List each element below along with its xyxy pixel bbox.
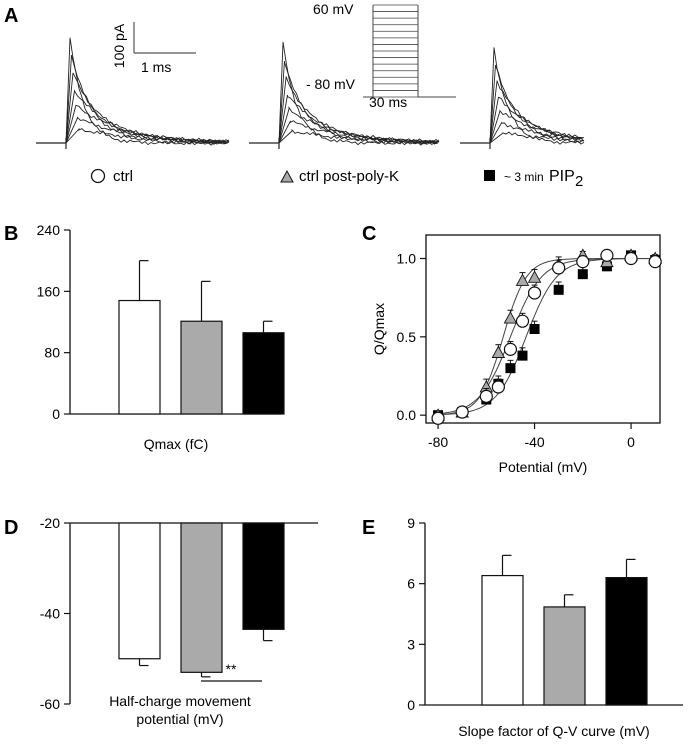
- data-point-circle: [515, 314, 530, 328]
- current-trace: [489, 121, 583, 144]
- data-point-square: [517, 350, 528, 361]
- y-tick-label: 3: [407, 636, 415, 652]
- current-trace: [489, 47, 585, 145]
- y-axis-title: Q/Qmax: [371, 303, 387, 355]
- data-point-circle: [503, 342, 518, 356]
- current-trace: [65, 116, 228, 144]
- data-point-triangle: [527, 270, 542, 283]
- panel-letter-d: D: [4, 517, 18, 539]
- protocol-bottom-label: - 80 mV: [306, 76, 356, 92]
- y-tick-label: 1.0: [397, 251, 417, 267]
- legend-ctrl: ctrl: [113, 168, 133, 185]
- y-tick-label: 6: [407, 576, 415, 592]
- x-axis-title-line2: potential (mV): [136, 711, 223, 727]
- fit-curve: [438, 258, 656, 416]
- x-axis-title: Potential (mV): [499, 459, 588, 475]
- y-tick-label: 0: [407, 697, 415, 713]
- significance-label: **: [226, 661, 237, 677]
- data-point-triangle: [491, 345, 506, 358]
- chart-b-qmax: 0 80 160 240 Qmax (fC): [37, 222, 285, 452]
- y-tick-label: -60: [40, 696, 60, 712]
- legend-circle-icon: [90, 168, 106, 184]
- bar: [242, 332, 285, 415]
- data-point-square: [529, 324, 540, 334]
- y-tick-label: 80: [44, 345, 60, 361]
- data-point-triangle: [503, 311, 518, 324]
- y-tick-label: 240: [37, 222, 61, 238]
- bar: [118, 522, 161, 660]
- bar: [481, 574, 524, 706]
- x-axis-title: Qmax (fC): [144, 436, 209, 452]
- data-point-circle: [455, 405, 469, 419]
- current-trace: [278, 60, 438, 146]
- panel-letter-e: E: [362, 517, 375, 539]
- current-traces: [36, 37, 585, 149]
- x-axis-title-line1: Half-charge movement: [109, 693, 251, 709]
- legend-square-icon: [484, 170, 495, 181]
- x-axis-title: Slope factor of Q-V curve (mV): [458, 723, 649, 739]
- y-tick-label: 0.0: [397, 407, 417, 423]
- legend-triangle-icon: [280, 169, 294, 183]
- data-point-square: [505, 363, 516, 374]
- panel-letter-b: B: [4, 223, 18, 245]
- chart-e-slope-factor: 0 3 6 9 Slope factor of Q-V curve (mV): [407, 515, 683, 739]
- x-tick-label: -40: [524, 434, 544, 450]
- legend-pip2-sub: 2: [575, 173, 583, 190]
- panel-letter-a: A: [4, 5, 18, 27]
- data-point-circle: [576, 255, 590, 269]
- legend-post-polyk: ctrl post-poly-K: [299, 168, 399, 185]
- y-tick-label: 160: [37, 283, 61, 299]
- scale-bar: 100 pA 1 ms: [111, 22, 196, 75]
- scale-time-label: 1 ms: [141, 59, 171, 75]
- y-tick-label: -20: [40, 515, 60, 531]
- bar: [242, 522, 285, 630]
- fit-curve: [438, 258, 656, 415]
- current-trace: [65, 37, 230, 146]
- bar: [543, 606, 586, 706]
- bar: [180, 320, 223, 415]
- chart-d-half-charge: -20 -40 -60 Half-charge movement potential (…: [40, 515, 318, 727]
- fit-curve: [438, 258, 656, 416]
- y-tick-label: 0: [52, 406, 60, 422]
- current-trace: [489, 131, 585, 144]
- current-trace: [278, 128, 440, 145]
- data-point-square: [553, 284, 564, 295]
- bar: [180, 522, 223, 673]
- data-point-circle: [552, 261, 566, 275]
- legend-pip2-prefix: ~ 3 min: [504, 170, 544, 184]
- bar: [118, 299, 161, 415]
- current-trace: [65, 54, 228, 146]
- chart-c-qv-curve: 0.0 0.5 1.0 -80 -40 0 Potential (mV) Q/Qmax: [371, 234, 662, 475]
- voltage-protocol: 60 mV - 80 mV 30 ms: [306, 1, 456, 110]
- legend: ctrl ctrl post-poly-K ~ 3 min PIP 2: [90, 168, 583, 190]
- legend-pip2-main: PIP: [549, 168, 575, 185]
- protocol-top-label: 60 mV: [313, 1, 354, 17]
- scale-current-label: 100 pA: [111, 23, 127, 68]
- data-point-circle: [479, 389, 493, 403]
- x-tick-label: 0: [627, 434, 635, 450]
- current-trace: [489, 109, 585, 144]
- y-tick-label: -40: [40, 606, 60, 622]
- protocol-time-label: 30 ms: [369, 94, 407, 110]
- data-point-circle: [491, 380, 505, 394]
- bar: [605, 576, 648, 706]
- current-trace: [65, 72, 230, 145]
- data-point-circle: [527, 286, 542, 300]
- x-tick-label: -80: [428, 434, 448, 450]
- y-tick-label: 9: [407, 515, 415, 531]
- data-point-circle: [431, 411, 445, 425]
- data-point-triangle: [515, 273, 530, 286]
- y-tick-label: 0.5: [397, 329, 417, 345]
- panel-letter-c: C: [362, 223, 376, 245]
- data-point-circle: [624, 251, 638, 266]
- data-point-circle: [648, 255, 662, 269]
- data-point-square: [577, 269, 588, 280]
- current-trace: [65, 127, 230, 144]
- plot-frame: [425, 234, 661, 424]
- data-point-circle: [600, 248, 614, 262]
